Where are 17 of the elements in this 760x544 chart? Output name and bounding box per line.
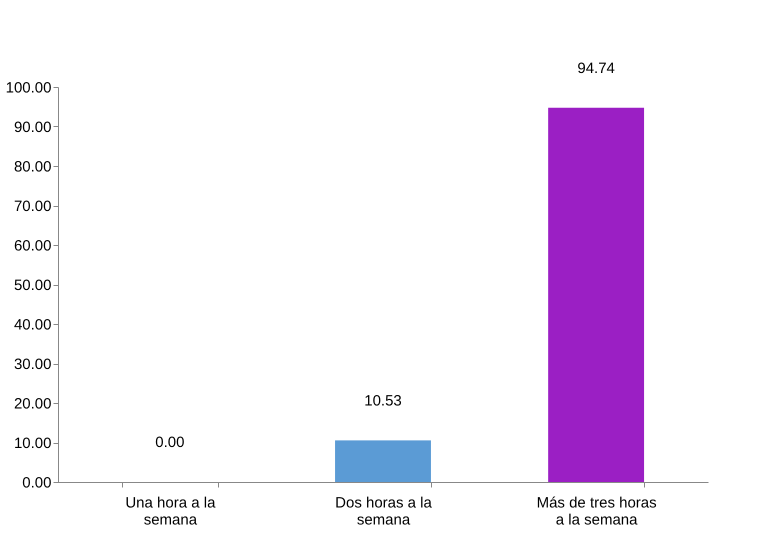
y-tick-label: 90.00 [14,119,52,136]
y-tick-label: 70.00 [14,198,52,215]
y-tick-label: 100.00 [6,80,52,96]
data-label: 94.74 [577,60,615,77]
data-label: 10.53 [364,392,402,410]
x-tick-label: Una hora a la semana [125,494,216,528]
y-tick-label: 10.00 [14,435,52,452]
data-label: 0.00 [155,434,184,451]
y-tick-label: 60.00 [14,238,52,254]
x-tick-label: Dos horas a la semana [335,494,433,528]
x-tick-label: Más de tres horas a la semana [536,494,657,528]
y-tick-label: 50.00 [14,277,52,294]
y-tick-label: 0.00 [22,474,52,492]
y-tick-label: 30.00 [14,356,52,373]
y-tick-label: 20.00 [14,396,52,412]
y-tick-label: 40.00 [14,316,52,334]
y-tick-label: 80.00 [14,158,52,176]
